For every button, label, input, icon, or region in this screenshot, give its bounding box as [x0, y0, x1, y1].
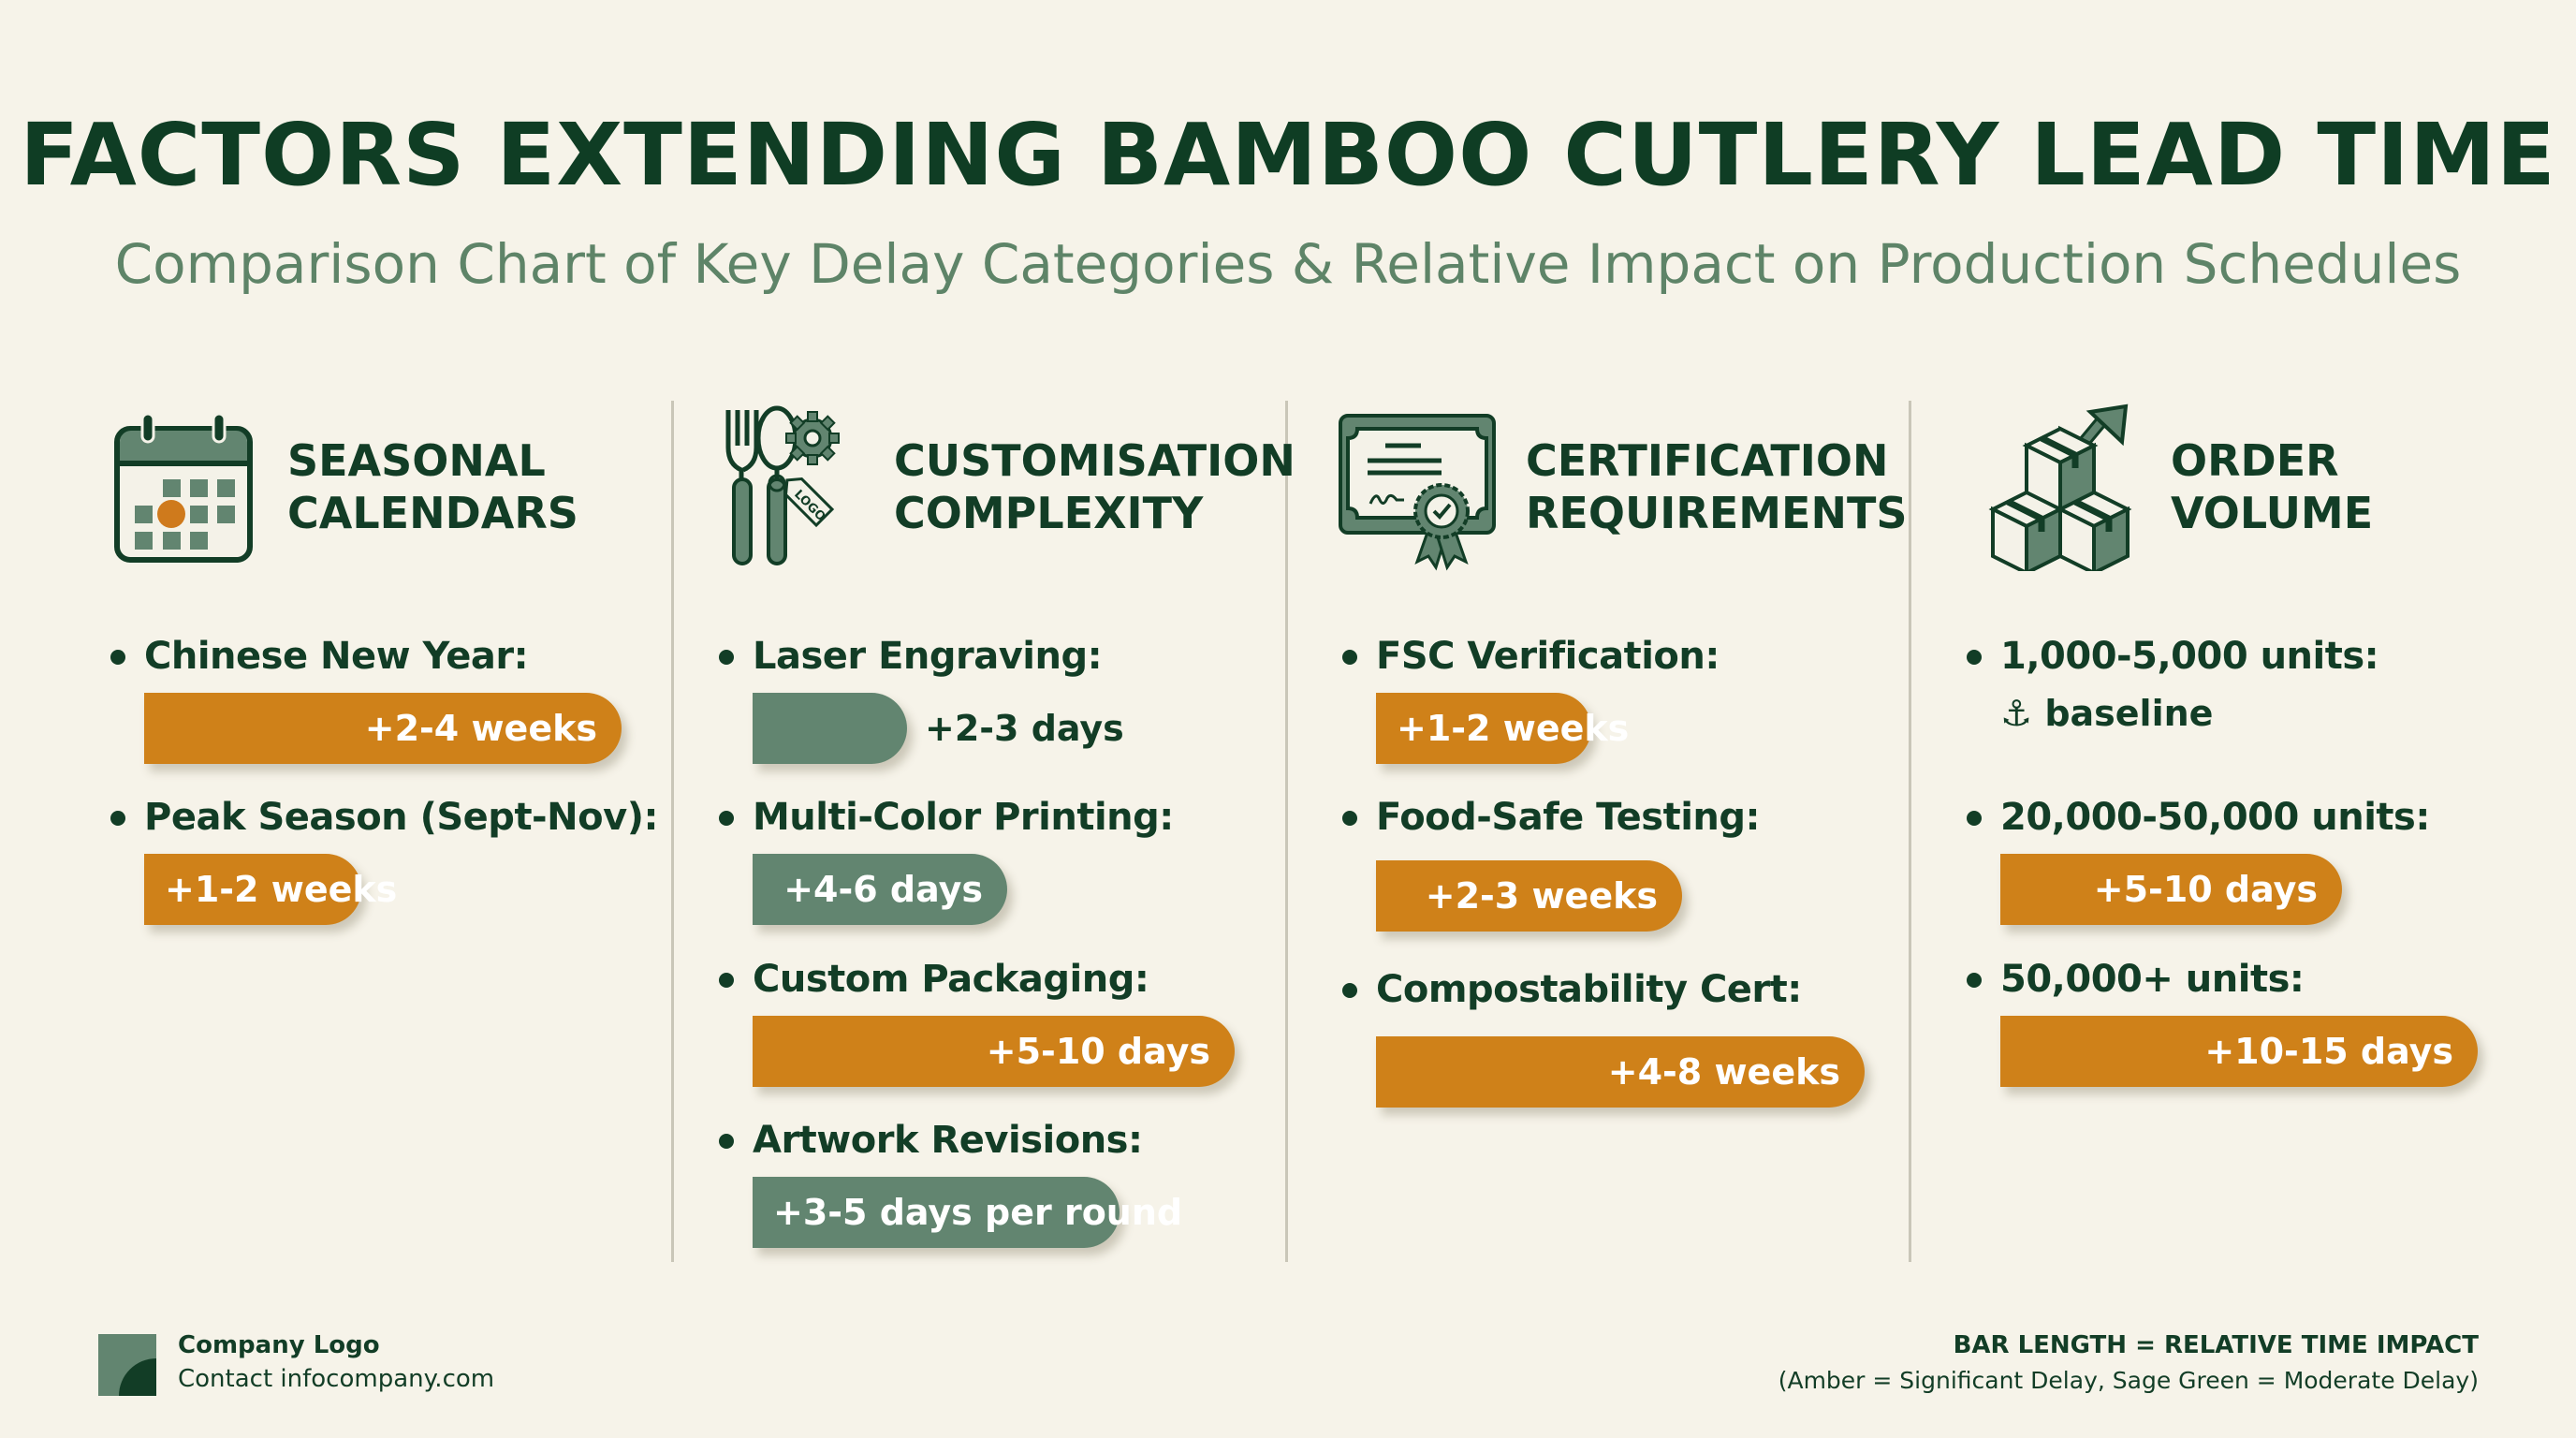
baseline-indicator: ⚓ baseline	[2000, 687, 2213, 740]
item-label: Compostability Cert:	[1376, 968, 1802, 1011]
bar-value: +3-5 days per round	[773, 1192, 1183, 1233]
column-divider	[1285, 401, 1288, 1262]
column-title-line1: CERTIFICATION	[1526, 435, 1889, 486]
page-title: FACTORS EXTENDING BAMBOO CUTLERY LEAD TI…	[20, 105, 2556, 205]
impact-bar: +5-10 days	[753, 1016, 1235, 1087]
legend-title: BAR LENGTH = RELATIVE TIME IMPACT	[1953, 1331, 2479, 1359]
item-label: 1,000-5,000 units:	[2000, 635, 2379, 678]
column-title-line1: CUSTOMISATION	[894, 435, 1295, 486]
bullet-icon	[719, 650, 734, 665]
column-header: ORDER VOLUME	[1967, 403, 2566, 571]
bar-value: +1-2 weeks	[1397, 708, 1630, 749]
column-title: SEASONAL CALENDARS	[287, 434, 578, 539]
column-header: CERTIFICATION REQUIREMENTS	[1339, 403, 1941, 571]
bar-value: +1-2 weeks	[165, 869, 398, 910]
impact-bar: +10-15 days	[2000, 1016, 2478, 1087]
column-title-line2: REQUIREMENTS	[1526, 488, 1908, 538]
item-label: Laser Engraving:	[753, 635, 1103, 678]
legend-subtitle: (Amber = Significant Delay, Sage Green =…	[1778, 1367, 2479, 1394]
bar-value: +5-10 days	[2093, 869, 2318, 910]
item-label: Custom Packaging:	[753, 958, 1149, 1001]
company-contact: Contact infocompany.com	[178, 1365, 495, 1393]
impact-bar: +1-2 weeks	[144, 854, 397, 925]
impact-bar: +3-5 days per round	[753, 1177, 1182, 1248]
item-label: Chinese New Year:	[144, 635, 529, 678]
bar-value: +4-6 days	[783, 869, 983, 910]
boxes-arrow-icon	[1988, 404, 2132, 571]
bullet-icon	[1342, 650, 1357, 665]
impact-bar: +4-8 weeks	[1376, 1036, 1865, 1108]
bar-value: +10-15 days	[2204, 1031, 2453, 1072]
bullet-icon	[110, 650, 125, 665]
impact-bar	[753, 693, 907, 764]
impact-bar: +5-10 days	[2000, 854, 2342, 925]
column-divider	[671, 401, 674, 1262]
item-label: Artwork Revisions:	[753, 1119, 1143, 1162]
impact-bar: +4-6 days	[753, 854, 1007, 925]
item-label: Food-Safe Testing:	[1376, 796, 1761, 839]
bullet-icon	[1967, 811, 1982, 826]
cutlery-gear-icon: LOGO	[725, 405, 840, 565]
item-label: 20,000-50,000 units:	[2000, 796, 2430, 839]
bar-value: +2-3 days	[925, 708, 1124, 749]
baseline-value: baseline	[2044, 693, 2214, 734]
item-label: Peak Season (Sept-Nov):	[144, 796, 658, 839]
item-label: Multi-Color Printing:	[753, 796, 1174, 839]
bullet-icon	[1342, 983, 1357, 998]
column-title-line2: COMPLEXITY	[894, 488, 1204, 538]
company-name: Company Logo	[178, 1331, 380, 1359]
bullet-icon	[719, 973, 734, 988]
impact-bar: +2-4 weeks	[144, 693, 622, 764]
column-title: CUSTOMISATION COMPLEXITY	[894, 434, 1295, 539]
impact-bar: +1-2 weeks	[1376, 693, 1629, 764]
calendar-icon	[114, 412, 253, 563]
bullet-icon	[1967, 650, 1982, 665]
column-title-line1: ORDER	[2171, 435, 2339, 486]
bullet-icon	[719, 811, 734, 826]
column-title-line2: CALENDARS	[287, 488, 578, 538]
bar-value: +4-8 weeks	[1607, 1051, 1840, 1093]
column-title-line2: VOLUME	[2171, 488, 2374, 538]
company-logo-icon	[98, 1334, 156, 1396]
certificate-icon	[1339, 414, 1496, 571]
bar-value: +5-10 days	[986, 1031, 1210, 1072]
column-header: SEASONAL CALENDARS	[110, 403, 710, 563]
bullet-icon	[719, 1134, 734, 1149]
column-divider	[1909, 401, 1911, 1262]
column-title-line1: SEASONAL	[287, 435, 546, 486]
bullet-icon	[1342, 811, 1357, 826]
impact-bar: +2-3 weeks	[1376, 860, 1682, 932]
column-title: ORDER VOLUME	[2171, 434, 2373, 539]
anchor-icon: ⚓	[2000, 693, 2033, 734]
column-header: LOGO CUSTOMISATION COMPLEXITY	[719, 403, 1318, 565]
bullet-icon	[110, 811, 125, 826]
item-label: FSC Verification:	[1376, 635, 1720, 678]
bar-value: +2-4 weeks	[364, 708, 597, 749]
column-title: CERTIFICATION REQUIREMENTS	[1526, 434, 1907, 539]
page-subtitle: Comparison Chart of Key Delay Categories…	[114, 232, 2462, 296]
bar-value: +2-3 weeks	[1425, 875, 1658, 917]
item-label: 50,000+ units:	[2000, 958, 2305, 1001]
bullet-icon	[1967, 973, 1982, 988]
